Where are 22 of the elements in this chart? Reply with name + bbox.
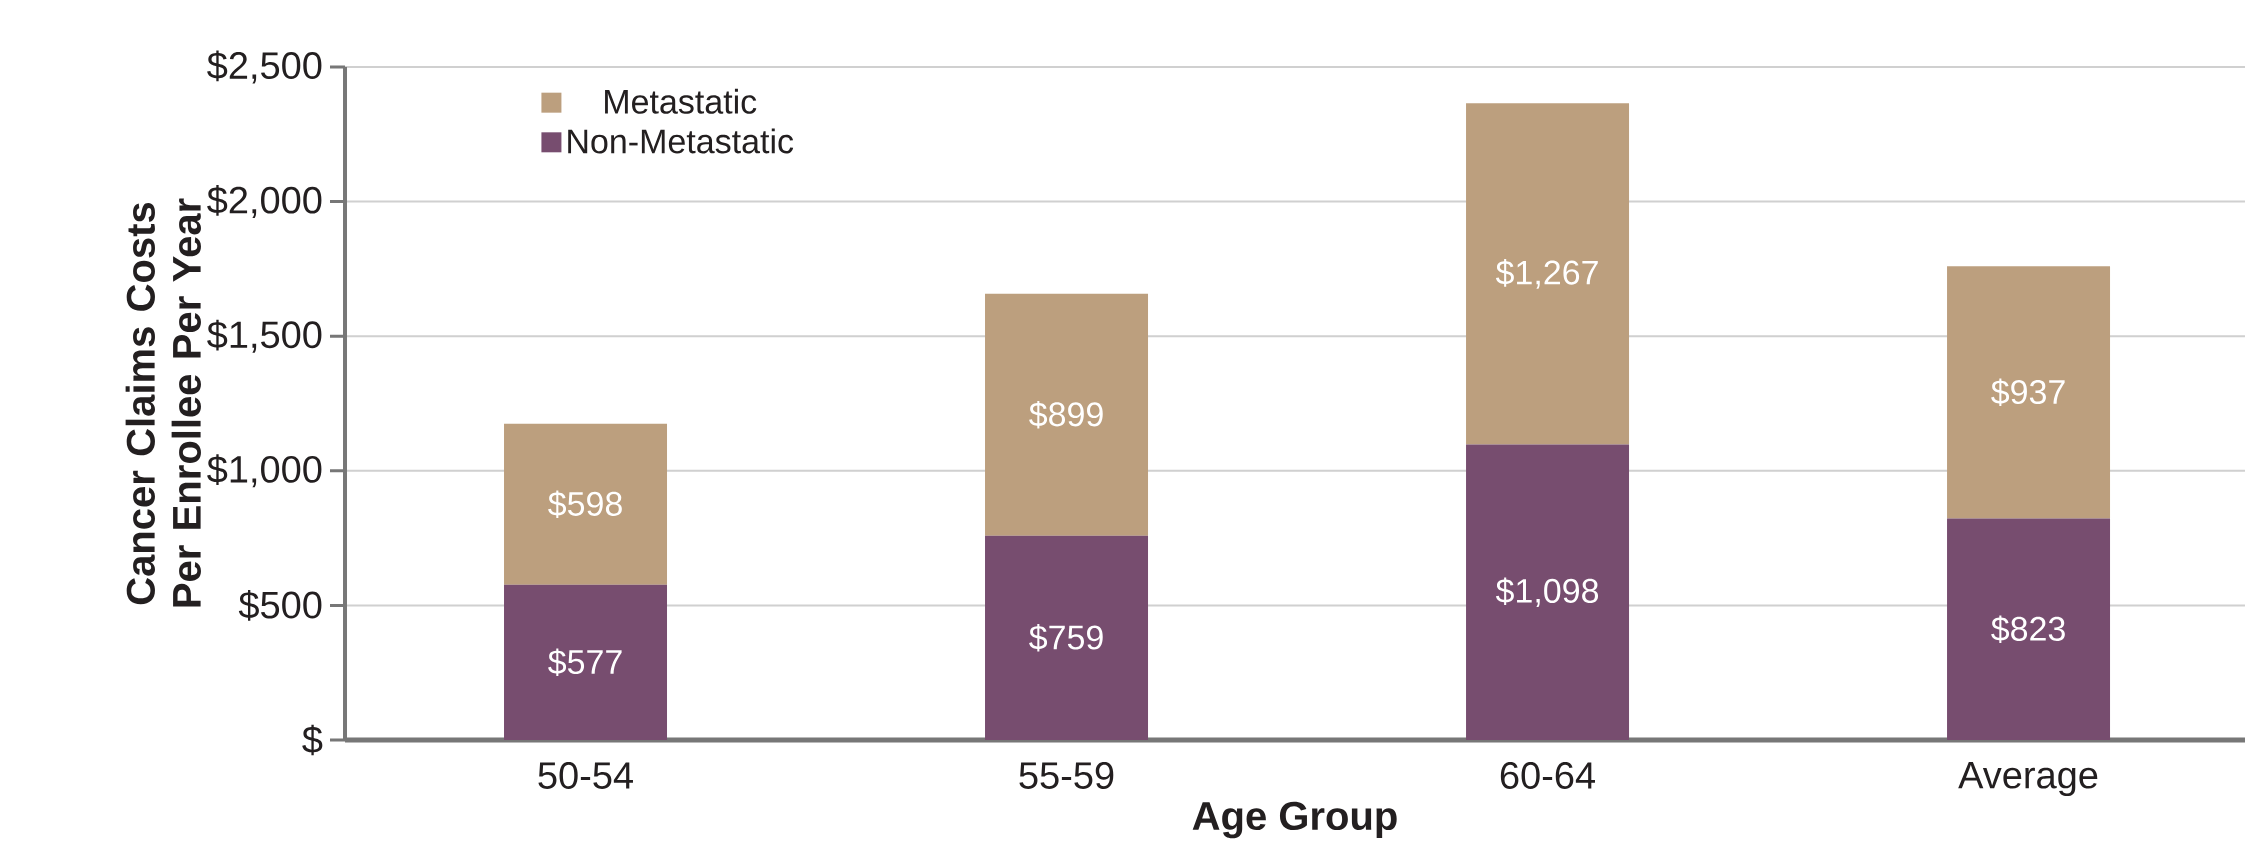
x-tick-label: Average [1958,762,2098,797]
y-tick-label: $2,000 [207,185,322,219]
x-axis-title: Age Group [1192,801,1397,839]
x-tick-label: 55-59 [1019,762,1114,789]
y-tick-label: $1,000 [207,454,322,488]
y-tick-label: $500 [238,590,322,621]
y-tick-label: $2,500 [207,50,322,84]
data-label: $577 [548,648,622,677]
data-label: $899 [1029,400,1103,429]
data-label: $937 [1991,378,2065,407]
data-label: $823 [1991,615,2065,643]
data-label: $598 [548,490,622,518]
y-tick-label: $ [302,724,323,756]
data-label: $1,267 [1495,259,1598,289]
legend-label: Non-Metastatic [568,128,794,154]
data-label: $759 [1029,624,1103,652]
data-label: $1,098 [1495,577,1599,607]
y-tick-label: $1,500 [207,319,322,353]
x-tick-label: 60-64 [1500,762,1595,789]
legend-label: Metastatic [605,88,757,114]
x-tick-label: 50-54 [538,762,633,789]
y-axis-title: Cancer Claims Costs Per Enrollee Per Year [125,198,201,607]
